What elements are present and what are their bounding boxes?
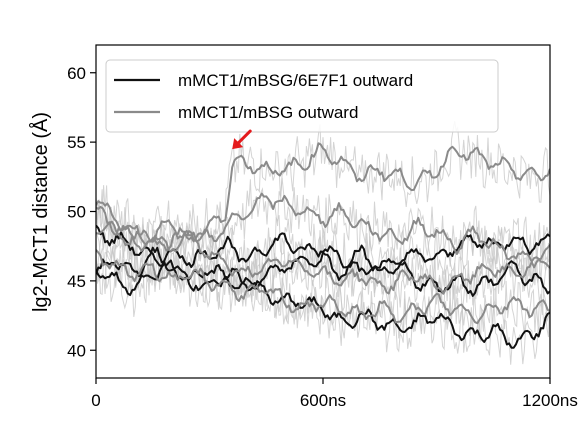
- legend-label: mMCT1/mBSG/6E7F1 outward: [178, 71, 413, 90]
- x-tick-label: 600ns: [300, 391, 346, 410]
- annotation-arrow: [232, 129, 252, 150]
- series-line: [96, 251, 550, 297]
- plot-area: [96, 121, 550, 365]
- y-axis-title: lg2-MCT1 distance (Å): [29, 112, 52, 312]
- series-line: [96, 246, 550, 349]
- x-tick-label: 1200ns: [522, 391, 578, 410]
- raw-trace: [96, 236, 550, 317]
- y-tick-label: 45: [67, 272, 86, 291]
- series-line: [96, 142, 550, 253]
- raw-trace: [96, 121, 550, 269]
- x-tick-label: 0: [91, 391, 100, 410]
- legend-box: [105, 59, 499, 133]
- x-axis: 0 600ns 1200ns: [91, 378, 578, 410]
- series-line: [96, 192, 550, 269]
- series-line: [96, 249, 550, 325]
- legend: mMCT1/mBSG/6E7F1 outward mMCT1/mBSG outwa…: [105, 59, 499, 133]
- y-tick-label: 40: [67, 341, 86, 360]
- legend-label: mMCT1/mBSG outward: [178, 103, 358, 122]
- y-tick-label: 50: [67, 203, 86, 222]
- raw-trace: [96, 177, 550, 287]
- y-axis: 40 45 50 55 60: [67, 64, 96, 360]
- y-tick-label: 55: [67, 133, 86, 152]
- series-line: [96, 219, 550, 295]
- y-tick-label: 60: [67, 64, 86, 83]
